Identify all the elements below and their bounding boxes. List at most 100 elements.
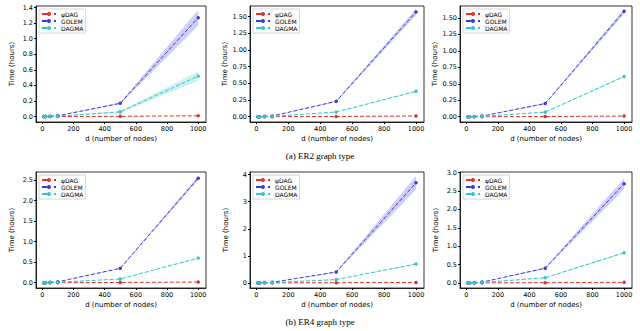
svg-text:3.0: 3.0 [447, 169, 457, 177]
svg-text:0.75: 0.75 [233, 63, 247, 71]
svg-text:1000: 1000 [616, 291, 633, 299]
svg-text:GOLEM: GOLEM [61, 184, 83, 191]
svg-text:1.5: 1.5 [23, 217, 33, 225]
svg-text:400: 400 [523, 125, 535, 133]
svg-text:DAGMA: DAGMA [275, 191, 298, 198]
svg-text:DAGMA: DAGMA [485, 25, 508, 32]
svg-text:0.25: 0.25 [233, 96, 247, 104]
svg-text:0.5: 0.5 [447, 261, 457, 269]
svg-text:(b) ER4 graph type: (b) ER4 graph type [285, 317, 354, 327]
svg-text:200: 200 [282, 125, 294, 133]
svg-text:2.0: 2.0 [447, 205, 457, 213]
svg-text:400: 400 [314, 125, 326, 133]
svg-text:0.25: 0.25 [443, 96, 457, 104]
svg-text:1.25: 1.25 [233, 29, 247, 37]
svg-text:200: 200 [67, 291, 79, 299]
svg-text:0.8: 0.8 [23, 50, 33, 58]
svg-text:600: 600 [130, 125, 142, 133]
svg-text:GOLEM: GOLEM [61, 18, 83, 25]
svg-text:1000: 1000 [616, 125, 633, 133]
svg-text:1.0: 1.0 [23, 35, 33, 43]
svg-text:400: 400 [98, 125, 110, 133]
svg-text:0.00: 0.00 [233, 113, 247, 121]
svg-text:600: 600 [130, 291, 142, 299]
svg-text:0: 0 [40, 291, 44, 299]
svg-text:Time (hours): Time (hours) [222, 207, 230, 253]
svg-text:2: 2 [243, 225, 247, 233]
svg-text:800: 800 [586, 125, 598, 133]
svg-text:0.6: 0.6 [23, 66, 33, 74]
svg-text:d (number of nodes): d (number of nodes) [85, 301, 157, 309]
svg-text:800: 800 [378, 291, 390, 299]
svg-text:d (number of nodes): d (number of nodes) [85, 135, 157, 143]
svg-text:1.5: 1.5 [447, 224, 457, 232]
svg-text:1000: 1000 [408, 125, 425, 133]
svg-text:400: 400 [314, 291, 326, 299]
svg-text:400: 400 [523, 291, 535, 299]
svg-text:1.0: 1.0 [447, 242, 457, 250]
svg-text:800: 800 [378, 125, 390, 133]
svg-text:800: 800 [586, 291, 598, 299]
svg-text:GOLEM: GOLEM [275, 18, 297, 25]
svg-text:GOLEM: GOLEM [485, 18, 507, 25]
svg-text:0.2: 0.2 [23, 97, 33, 105]
svg-text:800: 800 [161, 125, 173, 133]
svg-text:0: 0 [464, 291, 468, 299]
svg-text:d (number of nodes): d (number of nodes) [301, 135, 373, 143]
svg-text:2.0: 2.0 [23, 197, 33, 205]
svg-text:1: 1 [243, 252, 247, 260]
svg-text:2.5: 2.5 [447, 187, 457, 195]
svg-text:0: 0 [40, 125, 44, 133]
svg-text:1.0: 1.0 [23, 238, 33, 246]
svg-text:600: 600 [346, 291, 358, 299]
svg-text:Time (hours): Time (hours) [221, 41, 229, 87]
svg-text:1000: 1000 [190, 291, 207, 299]
svg-text:2.5: 2.5 [23, 176, 33, 184]
svg-text:DAGMA: DAGMA [61, 191, 84, 198]
svg-text:1000: 1000 [408, 291, 425, 299]
svg-text:4: 4 [243, 171, 247, 179]
svg-text:600: 600 [555, 125, 567, 133]
svg-text:200: 200 [492, 125, 504, 133]
svg-text:Time (hours): Time (hours) [8, 207, 16, 253]
svg-text:0.5: 0.5 [23, 258, 33, 266]
svg-text:600: 600 [555, 291, 567, 299]
svg-text:0: 0 [254, 291, 258, 299]
svg-text:1000: 1000 [190, 125, 207, 133]
svg-text:0.50: 0.50 [233, 79, 247, 87]
svg-text:0: 0 [464, 125, 468, 133]
svg-text:0.00: 0.00 [443, 113, 457, 121]
svg-text:1.50: 1.50 [233, 13, 247, 21]
svg-text:0: 0 [243, 279, 247, 287]
svg-text:1.25: 1.25 [443, 30, 457, 38]
svg-text:Time (hours): Time (hours) [8, 41, 16, 87]
svg-text:0.50: 0.50 [443, 80, 457, 88]
svg-text:d (number of nodes): d (number of nodes) [301, 301, 373, 309]
svg-text:400: 400 [98, 291, 110, 299]
svg-text:GOLEM: GOLEM [485, 184, 507, 191]
svg-text:0.0: 0.0 [23, 113, 33, 121]
svg-text:600: 600 [346, 125, 358, 133]
svg-text:GOLEM: GOLEM [275, 184, 297, 191]
svg-text:Time (hours): Time (hours) [432, 207, 440, 253]
svg-text:200: 200 [67, 125, 79, 133]
svg-text:200: 200 [282, 291, 294, 299]
svg-text:d (number of nodes): d (number of nodes) [510, 301, 582, 309]
svg-text:d (number of nodes): d (number of nodes) [510, 135, 582, 143]
svg-text:(a) ER2 graph type: (a) ER2 graph type [286, 151, 355, 161]
svg-text:0: 0 [254, 125, 258, 133]
svg-text:1.4: 1.4 [23, 4, 33, 12]
svg-text:DAGMA: DAGMA [485, 191, 508, 198]
svg-text:200: 200 [492, 291, 504, 299]
svg-text:1.50: 1.50 [443, 14, 457, 22]
svg-text:1.2: 1.2 [23, 19, 33, 27]
svg-text:0.0: 0.0 [447, 279, 457, 287]
svg-text:0.4: 0.4 [23, 81, 33, 89]
svg-text:1.00: 1.00 [233, 46, 247, 54]
svg-text:Time (hours): Time (hours) [431, 41, 439, 87]
svg-text:3: 3 [243, 198, 247, 206]
svg-text:0.0: 0.0 [23, 279, 33, 287]
svg-text:1.00: 1.00 [443, 47, 457, 55]
svg-text:0.75: 0.75 [443, 63, 457, 71]
svg-text:DAGMA: DAGMA [61, 25, 84, 32]
